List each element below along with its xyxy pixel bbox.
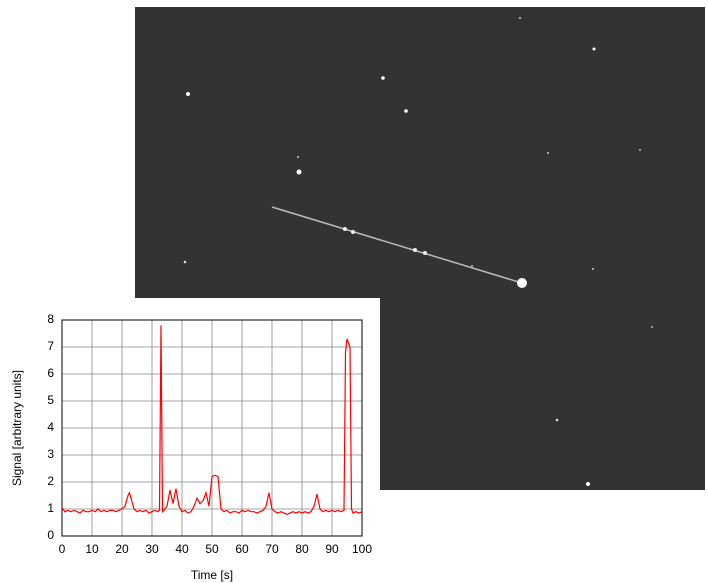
star [381,76,385,80]
y-tick-label: 8 [47,312,54,326]
y-tick-label: 4 [47,420,54,434]
x-tick-label: 90 [325,542,339,556]
star [592,268,594,270]
x-tick-label: 50 [205,542,219,556]
y-axis-label: Signal [arbitrary units] [10,370,24,486]
star [471,265,473,267]
plot-frame [61,319,363,537]
x-tick-label: 20 [115,542,129,556]
y-tick-label: 3 [47,447,54,461]
x-tick-label: 30 [145,542,159,556]
star [296,169,302,175]
signal-line [61,325,363,516]
y-tick-label: 2 [47,474,54,488]
x-tick-label: 70 [265,542,279,556]
star [651,326,653,328]
star [423,251,427,255]
x-axis-label: Time [s] [191,568,233,582]
y-tick-label: 6 [47,366,54,380]
chart-panel [0,298,380,583]
star [592,47,596,51]
y-tick-label: 5 [47,393,54,407]
meteor-trail [271,206,523,284]
star [404,109,408,113]
star [343,227,347,231]
y-tick-label: 0 [47,528,54,542]
x-tick-label: 10 [85,542,99,556]
x-tick-label: 100 [352,542,372,556]
star [586,482,590,486]
star [555,418,559,422]
star [547,152,549,154]
star [413,248,417,252]
star [186,92,190,96]
x-tick-label: 80 [295,542,309,556]
y-tick-label: 1 [47,501,54,515]
x-tick-label: 0 [59,542,66,556]
star [183,260,187,264]
y-tick-label: 7 [47,339,54,353]
star [639,149,641,151]
star [351,230,355,234]
chart: 0 10 20 30 40 50 60 70 80 90 100 0 1 2 3 4 5 6 7 8 [47,312,372,556]
star [297,156,299,158]
x-tick-label: 40 [175,542,189,556]
star [517,278,527,288]
x-tick-label: 60 [235,542,249,556]
star [519,17,521,19]
